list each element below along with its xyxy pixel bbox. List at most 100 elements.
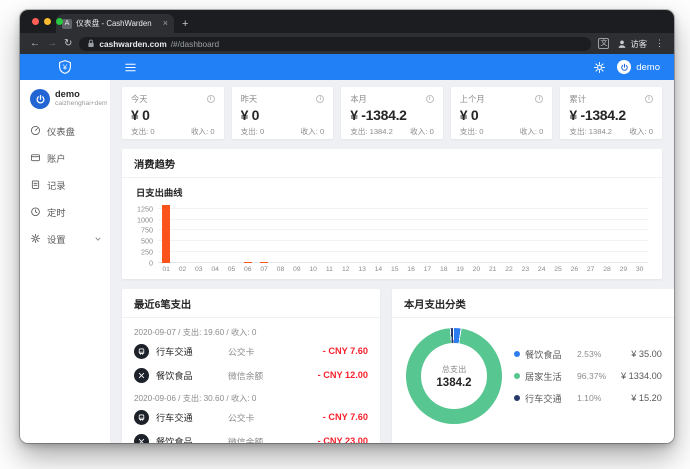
gear-icon[interactable] — [593, 61, 606, 74]
records-icon — [30, 179, 41, 190]
legend-percent: 1.10% — [577, 393, 602, 403]
info-icon[interactable]: i — [316, 95, 325, 103]
trend-subtitle: 日支出曲线 — [136, 188, 183, 198]
legend-item[interactable]: 行车交通 1.10% ¥ 15.20 — [514, 391, 662, 405]
bar-slot — [485, 205, 501, 263]
stat-card-header: 本月 i — [350, 93, 434, 105]
bar-slot — [452, 205, 468, 263]
stat-card: 今天 i ¥ 0 支出: 0 收入: 0 — [122, 87, 224, 139]
browser-profile-chip[interactable]: 访客 — [617, 38, 647, 50]
gridline — [158, 218, 648, 220]
legend-item[interactable]: 居家生活 96.37% ¥ 1334.00 — [514, 369, 662, 383]
forward-icon[interactable]: → — [47, 37, 57, 49]
browser-menu-icon[interactable]: ⋮ — [655, 38, 664, 48]
info-icon[interactable]: i — [535, 95, 544, 103]
legend-name: 餐饮食品 — [525, 350, 562, 360]
translate-icon[interactable]: 文 — [598, 38, 610, 49]
stat-card-footer: 支出: 1384.2 收入: 0 — [569, 126, 653, 137]
sidebar-user-name: demo — [55, 89, 80, 99]
browser-tab[interactable]: A 仪表盘 - CashWarden × — [56, 14, 174, 33]
gridline — [158, 229, 648, 231]
car-icon — [137, 347, 146, 356]
user-avatar — [617, 60, 632, 74]
donut-center-value: 1384.2 — [436, 377, 472, 389]
guest-label: 访客 — [630, 38, 647, 49]
gridline — [158, 262, 648, 263]
back-icon[interactable]: ← — [30, 37, 40, 49]
zoom-window-button[interactable] — [56, 18, 63, 25]
main-area: 今天 i ¥ 0 支出: 0 收入: 0 昨天 i ¥ 0 支出: 0 收入: 0 本月 i ¥ -13… — [110, 80, 674, 443]
expense-amount: - CNY 12.00 — [317, 370, 368, 380]
bar-slot — [517, 205, 533, 263]
bar-slot — [354, 205, 370, 263]
x-tick-label: 22 — [505, 266, 513, 273]
donut-center: 总支出 1384.2 — [421, 343, 487, 409]
expense-group-header: 2020-09-07 / 支出: 19.60 / 收入: 0 — [134, 328, 257, 337]
info-icon[interactable]: i — [425, 95, 434, 103]
bar-slot — [207, 205, 223, 263]
legend-item[interactable]: 餐饮食品 2.53% ¥ 35.00 — [514, 347, 662, 361]
recent-expenses-card: 最近6笔支出 2020-09-07 / 支出: 19.60 / 收入: 0 行车交… — [122, 289, 380, 443]
x-tick-label: 07 — [260, 266, 268, 273]
stat-card: 本月 i ¥ -1384.2 支出: 1384.2 收入: 0 — [341, 87, 443, 139]
new-tab-button[interactable]: + — [182, 18, 189, 30]
sidebar-item-dashboard[interactable]: 仪表盘 — [20, 117, 110, 144]
stat-value: ¥ -1384.2 — [350, 107, 407, 123]
chart-x-axis: 01 02 03 04 05 06 07 08 09 10 11 12 13 14 15 16 17 18 19 20… — [158, 266, 648, 273]
sidebar-item-settings[interactable]: 设置 — [20, 225, 110, 252]
x-tick-label: 25 — [554, 266, 562, 273]
chart-plot — [158, 205, 648, 263]
x-tick-label: 29 — [619, 266, 628, 273]
minimize-window-button[interactable] — [44, 18, 51, 25]
legend-percent: 2.53% — [577, 349, 602, 359]
info-icon[interactable]: i — [206, 95, 215, 103]
bottom-row: 最近6笔支出 2020-09-07 / 支出: 19.60 / 收入: 0 行车交… — [122, 289, 674, 443]
stat-card: 累计 i ¥ -1384.2 支出: 1384.2 收入: 0 — [560, 87, 662, 139]
stat-card-header: 累计 i — [569, 93, 653, 105]
sidebar-user-block[interactable]: demo caizhenghai+dem — [20, 89, 110, 117]
legend-name: 行车交通 — [525, 394, 562, 404]
gridline — [158, 240, 648, 242]
expense-row: 行车交通 公交卡 - CNY 7.60 — [134, 339, 368, 363]
app-logo[interactable]: ¥ — [20, 59, 110, 75]
info-icon[interactable]: i — [644, 95, 653, 103]
expense-row: 行车交通 公交卡 - CNY 7.60 — [134, 405, 368, 429]
close-window-button[interactable] — [32, 18, 39, 25]
page-content: demo caizhenghai+dem 仪表盘 账户 记录 定时 设置 今天 i ¥ 0 支… — [20, 80, 674, 443]
bar-slot — [501, 205, 517, 263]
sidebar-item-records[interactable]: 记录 — [20, 171, 110, 198]
stat-value: ¥ -1384.2 — [569, 107, 626, 123]
expense-bar — [162, 205, 171, 263]
stat-card-footer: 支出: 1384.2 收入: 0 — [350, 126, 434, 137]
user-menu[interactable]: demo — [617, 60, 660, 74]
tab-close-icon[interactable]: × — [162, 18, 168, 28]
stat-label: 累计 — [569, 94, 586, 104]
expense-bar — [260, 262, 269, 263]
bar-slot — [599, 205, 615, 263]
x-tick-label: 08 — [276, 266, 285, 273]
toolbar-right: 文 访客 ⋮ — [598, 38, 664, 50]
stat-label: 昨天 — [240, 94, 258, 104]
bar-slot — [191, 205, 207, 263]
expense-bar — [243, 261, 252, 263]
x-tick-label: 09 — [293, 266, 301, 273]
stat-expense: 支出: 0 — [131, 127, 155, 136]
expense-amount: - CNY 7.60 — [322, 412, 368, 422]
stat-income: 收入: 0 — [519, 127, 544, 136]
reload-icon[interactable]: ↻ — [64, 37, 73, 49]
sidebar-toggle-hamburger-icon[interactable] — [124, 61, 137, 74]
shield-yen-logo-icon: ¥ — [57, 59, 73, 75]
address-bar[interactable]: cashwarden.com/#/dashboard — [79, 36, 592, 51]
bar-slot — [419, 205, 435, 263]
stat-income: 收入: 0 — [629, 127, 653, 136]
gridline — [158, 207, 648, 209]
category-icon-circle — [134, 433, 149, 443]
sidebar-item-accounts[interactable]: 账户 — [20, 144, 110, 171]
browser-window: A 仪表盘 - CashWarden × + ← → ↻ cashwarden.… — [20, 10, 674, 443]
stat-income: 收入: 0 — [300, 127, 325, 136]
sidebar-item-schedule[interactable]: 定时 — [20, 198, 110, 225]
stats-row: 今天 i ¥ 0 支出: 0 收入: 0 昨天 i ¥ 0 支出: 0 收入: 0 本月 i ¥ -13… — [122, 87, 662, 139]
site-favicon: A — [62, 18, 72, 29]
x-tick-label: 02 — [178, 266, 187, 273]
legend-amount: ¥ 35.00 — [631, 349, 662, 359]
